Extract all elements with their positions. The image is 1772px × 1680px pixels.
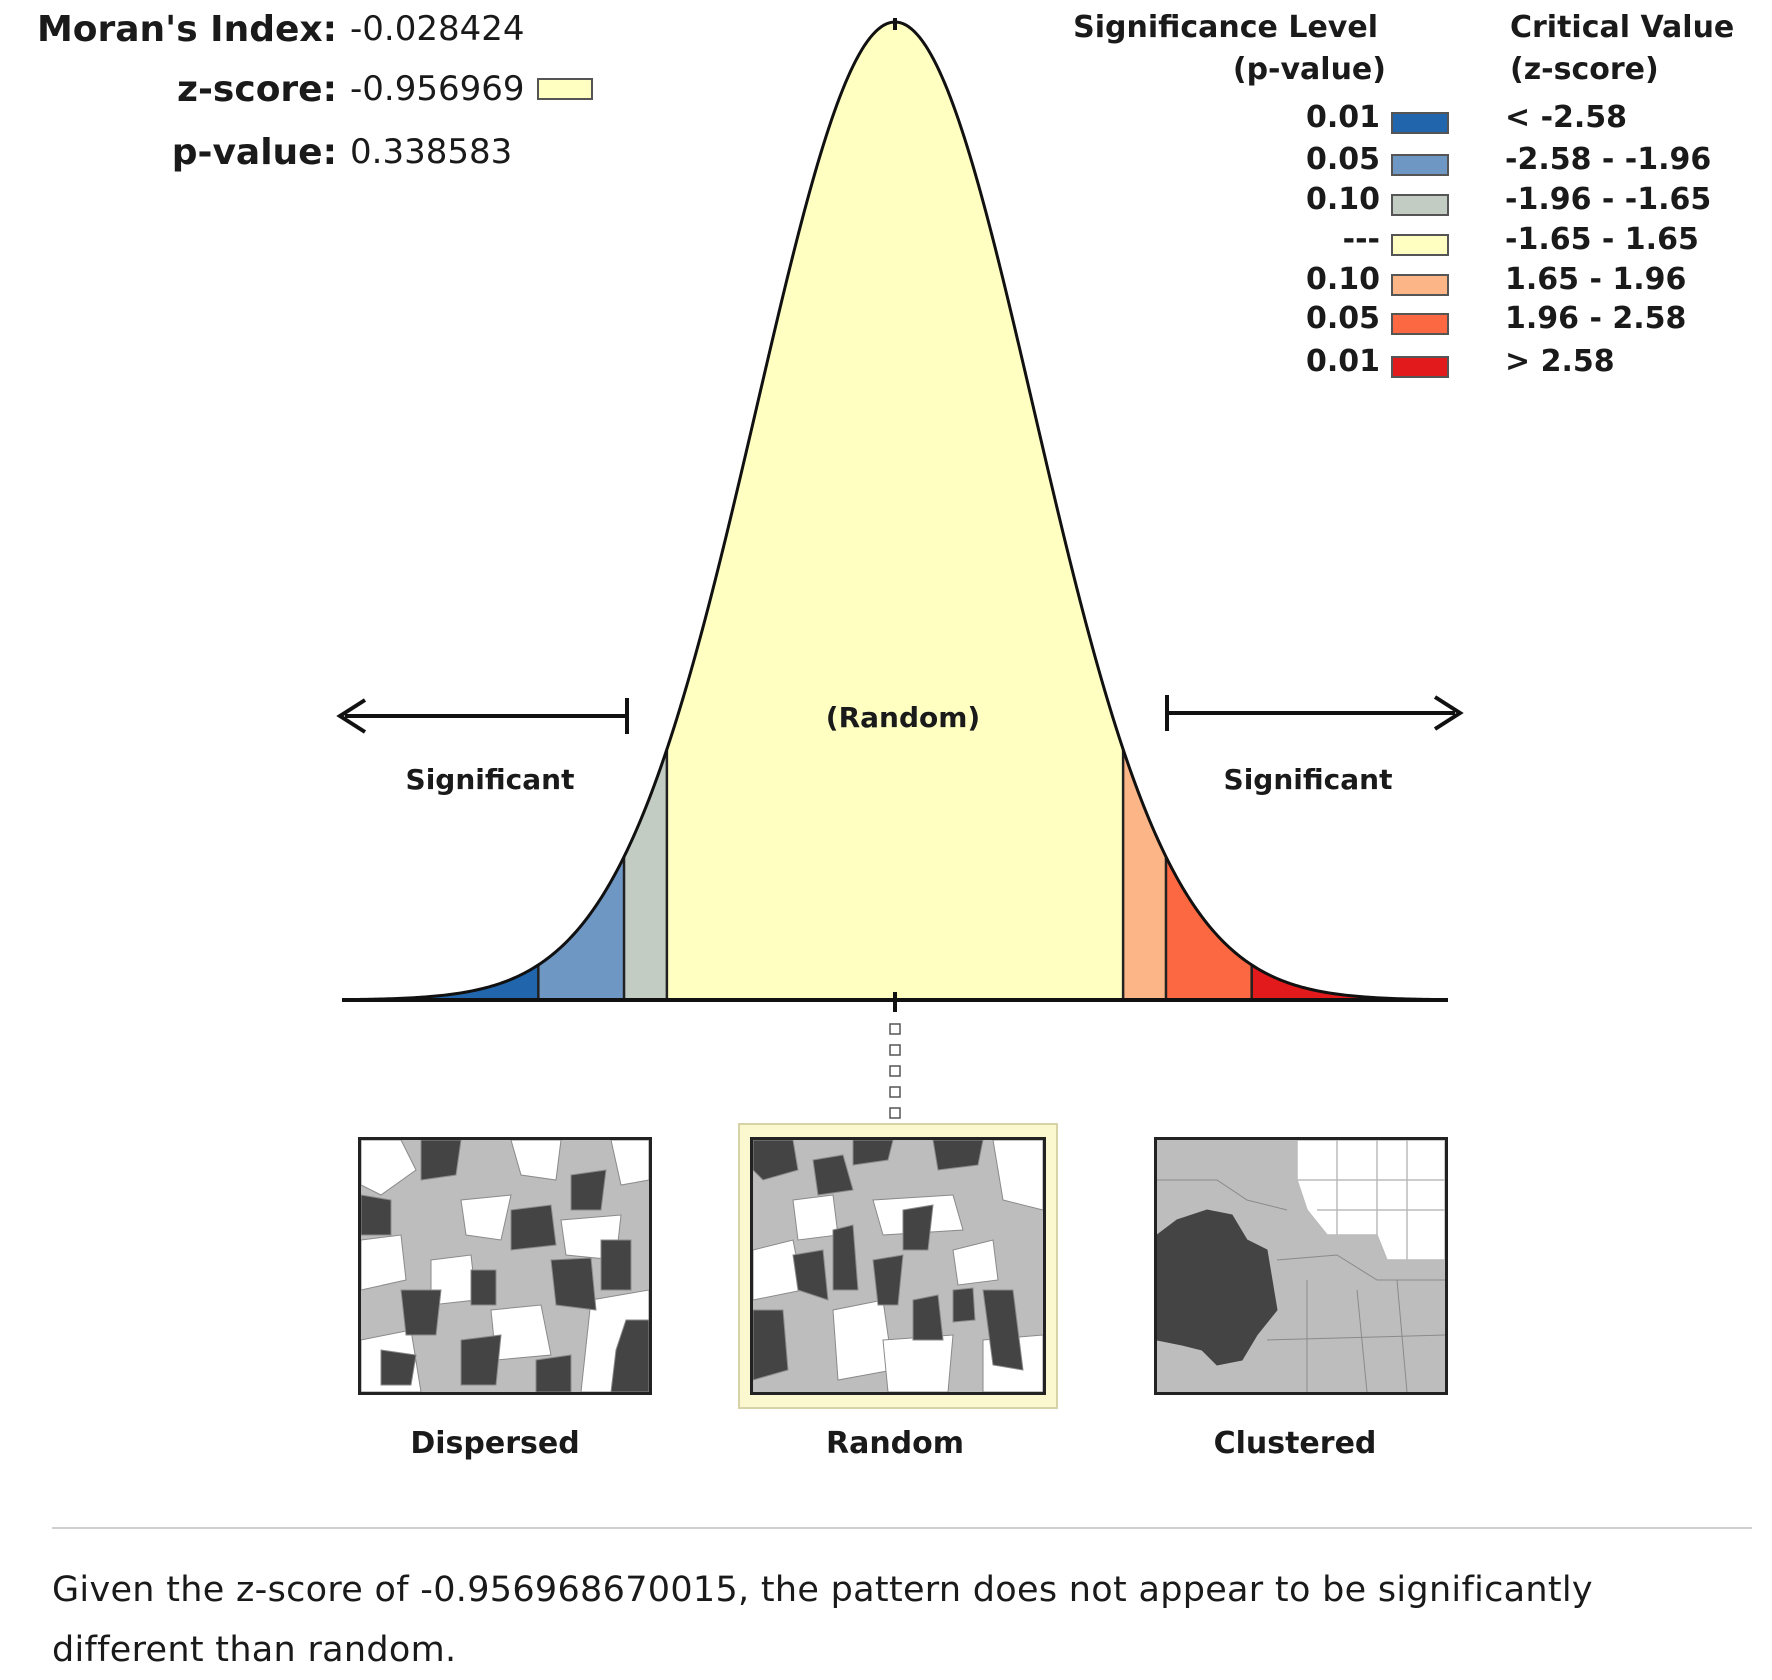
zscore-value: -0.956969 xyxy=(350,69,525,109)
band-1 xyxy=(538,856,625,1000)
distribution-bands xyxy=(342,22,1448,1000)
left-significant-arrow xyxy=(336,698,629,734)
legend-zscore-range: -1.65 - 1.65 xyxy=(1505,222,1699,257)
legend-swatch xyxy=(1391,313,1449,335)
right-significant-label: Significant xyxy=(1224,763,1393,796)
pvalue-label: p-value: xyxy=(171,131,337,173)
legend-zscore-range: 1.96 - 2.58 xyxy=(1505,301,1687,336)
zscore-header-line1: Critical Value xyxy=(1510,10,1735,45)
legend-pvalue: 0.01 xyxy=(1305,100,1380,135)
legend-zscore-range: -1.96 - -1.65 xyxy=(1505,182,1712,217)
connector-dot xyxy=(889,1065,901,1077)
legend-zscore-range: > 2.58 xyxy=(1505,344,1615,379)
band-2 xyxy=(624,749,667,1000)
legend-zscore-range: < -2.58 xyxy=(1505,100,1628,135)
connector-dot xyxy=(889,1107,901,1119)
band-3 xyxy=(666,22,1124,1000)
legend-swatch xyxy=(1391,274,1449,296)
legend-pvalue: 0.01 xyxy=(1305,344,1380,379)
legend-swatch xyxy=(1391,356,1449,378)
connector-dot xyxy=(889,1023,901,1035)
random-label: Random xyxy=(825,1426,965,1461)
dispersed-label: Dispersed xyxy=(410,1426,580,1461)
morans-index-value: -0.028424 xyxy=(350,9,525,49)
statistics-panel: Moran's Index: -0.028424 z-score: -0.956… xyxy=(0,0,640,180)
legend-swatch xyxy=(1391,234,1449,256)
pvalue-header-line1: Significance Level xyxy=(1073,10,1378,45)
legend-pvalue: 0.10 xyxy=(1305,262,1380,297)
band-6 xyxy=(1251,964,1448,1000)
band-dividers xyxy=(537,749,1253,1000)
random-pattern-map xyxy=(750,1137,1046,1395)
clustered-pattern-map xyxy=(1154,1137,1448,1395)
connector-dot xyxy=(889,1086,901,1098)
legend-zscore-range: 1.65 - 1.96 xyxy=(1505,262,1687,297)
dispersed-pattern-map xyxy=(358,1137,652,1395)
band-0 xyxy=(342,964,539,1000)
legend-swatch xyxy=(1391,194,1449,216)
legend-pvalue: 0.05 xyxy=(1305,142,1380,177)
significance-legend: Significance Level (p-value) Critical Va… xyxy=(1040,0,1772,400)
zscore-swatch xyxy=(537,78,593,100)
morans-index-label: Moran's Index: xyxy=(36,8,337,50)
band-4 xyxy=(1123,749,1166,1000)
legend-zscore-range: -2.58 - -1.96 xyxy=(1505,142,1712,177)
legend-pvalue: --- xyxy=(1342,222,1380,257)
left-significant-label: Significant xyxy=(406,763,575,796)
band-5 xyxy=(1165,856,1252,1000)
legend-swatch xyxy=(1391,154,1449,176)
legend-swatch xyxy=(1391,112,1449,134)
zscore-label: z-score: xyxy=(177,68,337,110)
divider xyxy=(52,1527,1752,1529)
clustered-label: Clustered xyxy=(1213,1426,1377,1461)
connector-dot xyxy=(889,1044,901,1056)
random-region-label: (Random) xyxy=(826,701,980,734)
right-significant-arrow xyxy=(1165,695,1464,731)
legend-pvalue: 0.05 xyxy=(1305,301,1380,336)
legend-pvalue: 0.10 xyxy=(1305,182,1380,217)
conclusion-text: Given the z-score of -0.956968670015, th… xyxy=(52,1570,1593,1670)
pvalue-header-line2: (p-value) xyxy=(1232,52,1386,87)
zscore-header-line2: (z-score) xyxy=(1510,52,1659,87)
pvalue-value: 0.338583 xyxy=(350,132,513,172)
